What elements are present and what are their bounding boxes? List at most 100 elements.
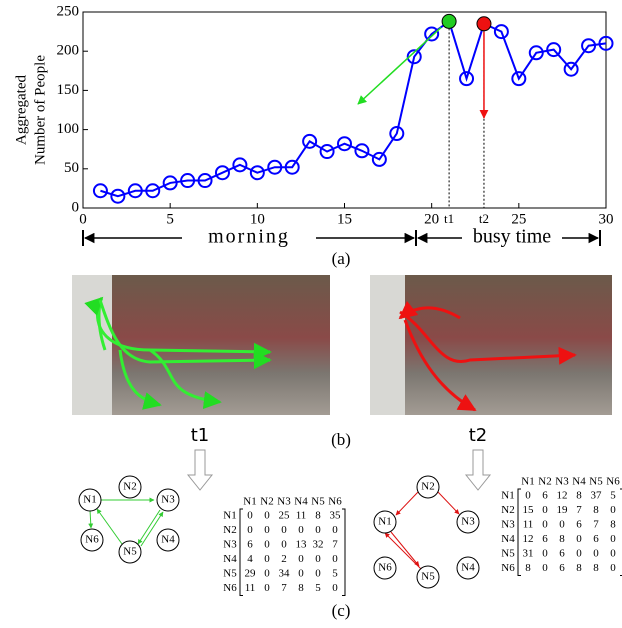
matrix-cell: 0	[332, 524, 338, 536]
matrix-cell: 0	[298, 553, 304, 565]
matrix-cell: 0	[315, 553, 321, 565]
matrix-cell: 8	[610, 519, 616, 531]
line-chart: 0 50 100 150 200 250 0 5 10 15 20 25 30 Aggregated Num…	[13, 3, 614, 268]
matrix-cell: 0	[264, 510, 270, 522]
y-tick-label: 200	[57, 43, 80, 59]
matrix-col-header: N3	[555, 476, 569, 488]
matrix-row-header: N2	[223, 524, 236, 536]
matrix-row-header: N4	[223, 553, 237, 565]
matrix-cell: 29	[245, 568, 257, 580]
matrix-cell: 0	[593, 548, 599, 560]
matrix-row-header: N3	[501, 519, 515, 531]
node-label: N1	[83, 494, 96, 506]
matrix-cell: 6	[559, 562, 565, 574]
matrix-cell: 12	[523, 533, 534, 545]
data-point	[406, 49, 422, 65]
matrix-cell: 8	[559, 533, 565, 545]
graph-node	[156, 528, 180, 552]
node-label: N3	[161, 494, 175, 506]
matrix-row-header: N1	[501, 490, 514, 502]
matrix-cell: 0	[542, 504, 548, 516]
matrix-cell: 0	[315, 568, 321, 580]
graph-node	[416, 475, 440, 499]
matrix-cell: 8	[315, 510, 321, 522]
matrix-col-header: N4	[572, 476, 586, 488]
matrix-row-header: N5	[223, 568, 237, 580]
node-label: N5	[123, 546, 137, 558]
matrix-cell: 0	[576, 548, 582, 560]
y-axis-label: Aggregated	[13, 75, 29, 145]
caption: (a)	[332, 249, 351, 268]
data-point	[528, 45, 544, 61]
node-label: N6	[378, 562, 392, 574]
node-label: N5	[421, 571, 435, 583]
graph-node	[118, 540, 142, 564]
plot-frame	[82, 11, 607, 209]
matrix-cell: 0	[542, 519, 548, 531]
x-tick-label: 5	[166, 211, 174, 227]
matrix-cell: 4	[247, 553, 253, 565]
period-label: busy time	[473, 226, 551, 248]
node-label: N6	[85, 534, 99, 546]
matrix-bracket	[239, 508, 243, 596]
data-point	[511, 71, 527, 87]
node-label: N2	[123, 481, 136, 493]
matrix-col-header: N3	[277, 496, 291, 508]
matrix-row-header: N2	[501, 504, 514, 516]
matrix-cell: 8	[593, 504, 599, 516]
matrix-cell: 13	[296, 539, 308, 551]
matrix-cell: 7	[332, 539, 338, 551]
y-axis-label: Number of People	[32, 55, 48, 165]
matrix-cell: 8	[593, 562, 599, 574]
time-label: t2	[469, 425, 488, 446]
down-arrow	[464, 449, 492, 491]
data-point	[180, 173, 196, 189]
matrix-cell: 11	[296, 510, 307, 522]
matrix-cell: 8	[525, 562, 531, 574]
matrix-cell: 8	[576, 490, 582, 502]
matrix-cell: 6	[542, 490, 548, 502]
matrix-cell: 15	[523, 504, 535, 516]
matrix-cell: 0	[559, 519, 565, 531]
graph-node	[156, 488, 180, 512]
node-label: N2	[421, 481, 434, 493]
data-line	[100, 19, 607, 198]
matrix-cell: 35	[330, 510, 342, 522]
matrix-cell: 8	[576, 562, 582, 574]
data-point	[197, 173, 213, 189]
graph-node	[80, 528, 104, 552]
matrix-bracket	[517, 488, 521, 576]
matrix-cell: 0	[610, 562, 616, 574]
matrix-cell: 7	[593, 519, 599, 531]
x-tick-label: 15	[337, 211, 352, 227]
matrix-cell: 11	[523, 519, 534, 531]
node-label: N3	[461, 516, 475, 528]
matrix-row-header: N5	[501, 548, 515, 560]
matrix-cell: 0	[610, 533, 616, 545]
matrix-cell: 8	[298, 582, 304, 594]
matrix-cell: 0	[315, 524, 321, 536]
graph-node	[456, 510, 480, 534]
matrix-bracket	[342, 508, 346, 596]
data-point	[214, 165, 230, 181]
matrix-cell: 2	[281, 553, 287, 565]
matrix-cell: 31	[523, 548, 534, 560]
caption: (c)	[332, 601, 351, 620]
matrix-cell: 5	[315, 582, 321, 594]
data-point	[284, 159, 300, 175]
matrix-cell: 0	[542, 562, 548, 574]
data-point	[127, 183, 143, 199]
matrix-row-header: N4	[501, 533, 515, 545]
matrix-cell: 19	[557, 504, 569, 516]
matrix-cell: 6	[576, 519, 582, 531]
matrix-cell: 6	[247, 539, 253, 551]
matrix-cell: 0	[525, 490, 531, 502]
matrix-col-header: N2	[538, 476, 551, 488]
matrix-cell: 0	[298, 568, 304, 580]
matrix-cell: 11	[245, 582, 256, 594]
matrix-cell: 12	[557, 490, 568, 502]
x-tick-label: 25	[511, 211, 526, 227]
matrix-row-header: N1	[223, 510, 236, 522]
matrix-cell: 0	[264, 524, 270, 536]
